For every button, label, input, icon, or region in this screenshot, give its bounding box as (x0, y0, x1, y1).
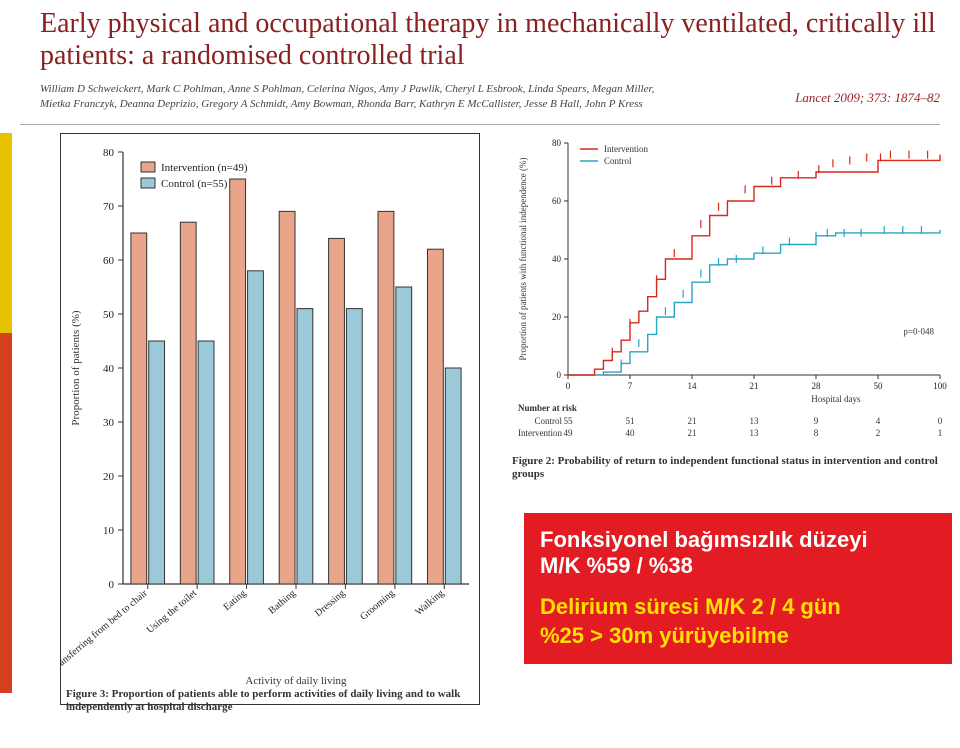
svg-text:0: 0 (566, 381, 571, 391)
summary-box: Fonksiyonel bağımsızlık düzeyi M/K %59 /… (524, 513, 952, 664)
svg-text:40: 40 (626, 428, 636, 438)
figure-3: 0 10 20 30 40 50 60 70 80 Proportion of patients … (60, 133, 480, 705)
svg-text:0: 0 (109, 579, 115, 591)
svg-text:p=0·048: p=0·048 (903, 326, 934, 336)
svg-text:Number at risk: Number at risk (518, 403, 577, 413)
svg-text:51: 51 (626, 416, 635, 426)
svg-text:20: 20 (103, 471, 115, 483)
svg-text:Control: Control (534, 416, 562, 426)
svg-text:55: 55 (564, 416, 574, 426)
svg-text:Eating: Eating (221, 588, 248, 613)
svg-text:4: 4 (876, 416, 881, 426)
svg-text:Grooming: Grooming (358, 588, 397, 623)
svg-text:50: 50 (874, 381, 884, 391)
svg-text:14: 14 (688, 381, 698, 391)
summary-line-2: M/K %59 / %38 (540, 553, 936, 579)
author-list: William D Schweickert, Mark C Pohlman, A… (40, 82, 680, 112)
svg-text:Proportion of patients (%): Proportion of patients (%) (70, 310, 82, 426)
svg-text:0: 0 (557, 370, 562, 380)
svg-text:21: 21 (688, 416, 697, 426)
svg-text:13: 13 (750, 416, 760, 426)
svg-text:Intervention (n=49): Intervention (n=49) (161, 162, 248, 174)
svg-text:30: 30 (103, 417, 115, 429)
svg-text:Transferring from bed to chair: Transferring from bed to chair (61, 588, 150, 675)
summary-line-3: Delirium süresi M/K 2 / 4 gün (540, 593, 936, 622)
svg-text:80: 80 (103, 147, 115, 159)
svg-text:80: 80 (552, 138, 562, 148)
svg-text:7: 7 (628, 381, 633, 391)
svg-text:40: 40 (103, 363, 115, 375)
paper-title: Early physical and occupational therapy … (40, 8, 940, 72)
svg-text:50: 50 (103, 309, 115, 321)
svg-text:40: 40 (552, 254, 562, 264)
figure-3-caption: Figure 3: Proportion of patients able to… (60, 685, 492, 713)
svg-text:70: 70 (103, 201, 115, 213)
svg-text:Proportion of patients with fu: Proportion of patients with functional i… (518, 158, 528, 361)
svg-text:0: 0 (938, 416, 943, 426)
svg-text:Walking: Walking (413, 588, 446, 618)
svg-text:60: 60 (103, 255, 115, 267)
decor-stripe (0, 133, 12, 693)
citation: Lancet 2009; 373: 1874–82 (795, 90, 940, 106)
svg-text:9: 9 (814, 416, 819, 426)
svg-text:Bathing: Bathing (267, 588, 298, 617)
divider (20, 124, 940, 125)
svg-text:8: 8 (814, 428, 819, 438)
svg-text:28: 28 (812, 381, 822, 391)
figure-2: 020406080Proportion of patients with fun… (512, 133, 950, 453)
summary-line-1: Fonksiyonel bağımsızlık düzeyi (540, 527, 936, 553)
svg-text:1: 1 (938, 428, 943, 438)
svg-text:20: 20 (552, 312, 562, 322)
svg-text:21: 21 (688, 428, 697, 438)
svg-text:100: 100 (933, 381, 947, 391)
svg-text:Intervention: Intervention (604, 144, 648, 154)
svg-text:10: 10 (103, 525, 115, 537)
summary-line-4: %25 > 30m yürüyebilme (540, 622, 936, 651)
svg-text:Dressing: Dressing (313, 588, 347, 619)
figure-2-caption: Figure 2: Probability of return to indep… (512, 455, 942, 480)
svg-text:2: 2 (876, 428, 881, 438)
svg-text:60: 60 (552, 196, 562, 206)
svg-text:Hospital days: Hospital days (811, 394, 861, 404)
svg-text:Control: Control (604, 156, 632, 166)
svg-text:13: 13 (750, 428, 760, 438)
svg-text:21: 21 (750, 381, 759, 391)
svg-text:Control (n=55): Control (n=55) (161, 178, 228, 190)
svg-text:Using the toilet: Using the toilet (145, 588, 199, 636)
svg-text:49: 49 (564, 428, 574, 438)
svg-text:Intervention: Intervention (518, 428, 562, 438)
